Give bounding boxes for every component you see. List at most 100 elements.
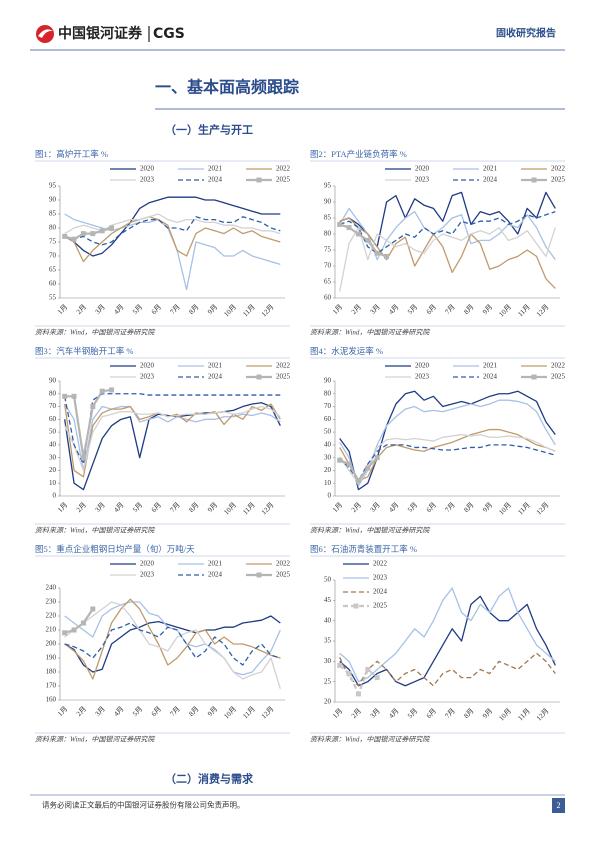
y-tick-label: 45 — [324, 596, 332, 604]
point-marker — [99, 388, 105, 394]
chart-title: 图6：石油沥青装置开工率 % — [310, 544, 417, 554]
y-tick-label: 70 — [324, 402, 332, 410]
y-tick-label: 90 — [324, 377, 332, 385]
y-tick-label: 40 — [324, 440, 332, 448]
report-type: 固收研究报告 — [496, 26, 556, 39]
legend-marker — [353, 603, 359, 609]
point-marker — [71, 236, 77, 242]
y-tick-label: 40 — [49, 440, 57, 448]
brand: 中国银河证券 — [58, 25, 143, 42]
y-tick-label: 10 — [49, 479, 57, 487]
legend-label: 2020 — [415, 165, 430, 173]
legend-label: 2025 — [276, 571, 291, 579]
legend-label: 2024 — [483, 176, 498, 184]
legend-marker — [531, 374, 537, 380]
chart-source: 资料来源：Wind，中国银河证券研究院 — [310, 527, 430, 535]
y-tick-label: 30 — [49, 453, 57, 461]
series-line — [339, 226, 556, 292]
page-number: 2 — [557, 801, 561, 810]
series-line — [64, 403, 281, 472]
point-marker — [346, 671, 352, 677]
legend-label: 2024 — [483, 373, 498, 381]
point-marker — [337, 457, 343, 463]
y-tick-label: 70 — [49, 252, 57, 260]
point-marker — [62, 233, 68, 239]
point-marker — [384, 253, 390, 259]
legend-label: 2021 — [208, 165, 223, 173]
y-tick-label: 90 — [49, 196, 57, 204]
subsection-title: （一）生产与开工 — [165, 123, 253, 137]
y-tick-label: 55 — [49, 294, 57, 302]
y-tick-label: 20 — [49, 466, 57, 474]
legend-label: 2025 — [373, 602, 388, 610]
point-marker — [365, 237, 371, 243]
series-line — [339, 587, 556, 683]
y-tick-label: 25 — [324, 677, 332, 685]
y-tick-label: 30 — [324, 453, 332, 461]
y-tick-label: 65 — [324, 278, 332, 286]
y-tick-label: 80 — [49, 389, 57, 397]
y-tick-label: 70 — [49, 402, 57, 410]
point-marker — [71, 393, 77, 399]
y-tick-label: 35 — [324, 637, 332, 645]
point-marker — [374, 250, 380, 256]
point-marker — [99, 228, 105, 234]
series-line — [64, 601, 281, 689]
chart: 图6：石油沥青装置开工率 %资料来源：Wind，中国银河证券研究院2025303… — [310, 544, 565, 744]
y-tick-label: 0 — [328, 492, 332, 500]
y-tick-label: 20 — [324, 466, 332, 474]
y-tick-label: 75 — [49, 238, 57, 246]
legend-label: 2024 — [208, 571, 223, 579]
legend-label: 2023 — [140, 373, 155, 381]
y-tick-label: 220 — [46, 612, 57, 620]
legend-marker — [256, 572, 262, 578]
point-marker — [71, 627, 77, 633]
point-marker — [355, 691, 361, 697]
y-tick-label: 160 — [46, 696, 57, 704]
y-tick-label: 80 — [324, 389, 332, 397]
legend-label: 2022 — [276, 362, 291, 370]
y-tick-label: 80 — [324, 230, 332, 238]
point-marker — [90, 404, 96, 410]
y-tick-label: 10 — [324, 479, 332, 487]
logo — [36, 25, 54, 43]
series-line — [64, 598, 281, 680]
series-line — [64, 216, 281, 246]
y-tick-label: 40 — [324, 616, 332, 624]
y-tick-label: 200 — [46, 640, 57, 648]
point-marker — [337, 221, 343, 227]
legend-label: 2024 — [373, 588, 388, 596]
legend-label: 2020 — [140, 165, 155, 173]
series-line — [64, 622, 281, 666]
chart-title: 图3：汽车半钢胎开工率 % — [35, 346, 133, 356]
series-line — [64, 601, 281, 676]
legend-label: 2023 — [415, 373, 430, 381]
point-marker — [355, 478, 361, 484]
legend-marker — [256, 374, 262, 380]
point-marker — [355, 231, 361, 237]
legend-label: 2023 — [140, 571, 155, 579]
series-line — [339, 217, 556, 289]
y-tick-label: 180 — [46, 668, 57, 676]
legend-label: 2021 — [483, 362, 498, 370]
legend-label: 2025 — [551, 373, 566, 381]
legend-label: 2022 — [551, 362, 566, 370]
disclaimer: 请务必阅读正文最后的中国银河证券股份有限公司免责声明。 — [42, 800, 245, 810]
y-tick-label: 80 — [49, 224, 57, 232]
y-tick-label: 85 — [49, 210, 57, 218]
y-tick-label: 210 — [46, 626, 57, 634]
series-line — [64, 216, 281, 263]
point-marker — [374, 675, 380, 681]
y-tick-label: 0 — [53, 492, 57, 500]
series-line — [64, 615, 281, 673]
chart-source: 资料来源：Wind，中国银河证券研究院 — [35, 329, 155, 337]
y-tick-label: 95 — [324, 182, 332, 190]
point-marker — [62, 630, 68, 636]
legend-label: 2024 — [208, 373, 223, 381]
legend-label: 2023 — [415, 176, 430, 184]
y-tick-label: 85 — [324, 214, 332, 222]
series-line — [339, 434, 556, 484]
series-line — [339, 444, 556, 482]
point-marker — [62, 393, 68, 399]
